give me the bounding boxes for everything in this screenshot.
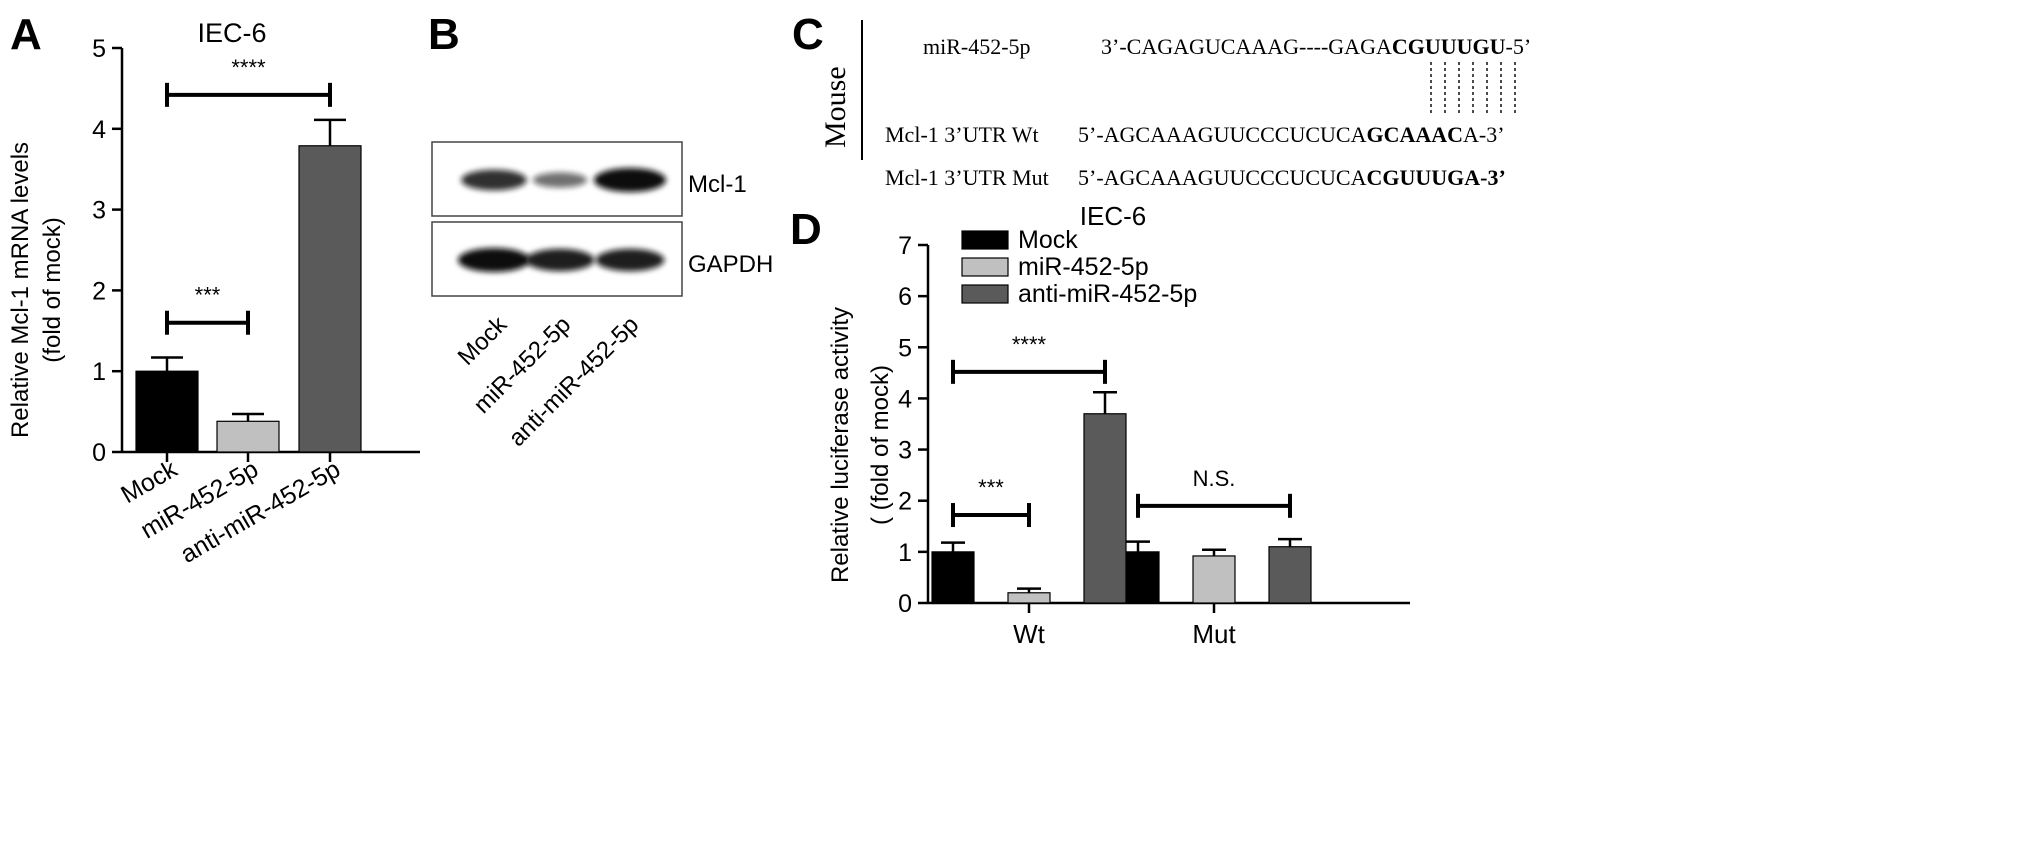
species-label: Mouse — [819, 66, 852, 148]
significance-bracket-label: *** — [195, 283, 221, 308]
legend-label: anti-miR-452-5p — [1018, 280, 1197, 308]
panel-d-bar-chart: IEC-6 Relative luciferase activity ( (fo… — [827, 205, 1410, 649]
blot-band — [458, 248, 530, 272]
seq-post: -5’ — [1505, 34, 1532, 59]
seq-pre: 5’-AGCAAAGUUCCCUCUCA — [1078, 122, 1367, 147]
seq-post: A-3’ — [1463, 122, 1505, 147]
alignment-row-mirna: miR-452-5p — [923, 34, 1031, 60]
y-tick-label: 0 — [898, 590, 912, 618]
blot-band — [532, 172, 588, 188]
species-divider — [861, 20, 863, 160]
significance-bracket-label: N.S. — [1193, 466, 1236, 491]
bar — [1083, 413, 1127, 604]
western-blot-image: Mcl-1 GAPDH Mock miR-452-5p anti-miR-452… — [431, 141, 773, 452]
legend-label: Mock — [1018, 226, 1078, 254]
panel-letter-d: D — [790, 205, 822, 254]
bar — [1007, 592, 1051, 604]
bar — [1192, 555, 1236, 604]
panel-letter-b: B — [428, 10, 460, 59]
y-tick-label: 1 — [898, 539, 912, 567]
panel-d-ylabel-line1: Relative luciferase activity — [827, 307, 854, 583]
legend-swatch — [961, 230, 1009, 250]
significance-bracket-label: **** — [1012, 332, 1047, 357]
alignment-seq-wt: 5’-AGCAAAGUUCCCUCUCAGCAAACA-3’ — [1078, 122, 1505, 148]
pairing-lines — [1430, 62, 1516, 116]
y-tick-label: 5 — [898, 334, 912, 362]
blot-lane-label-mock: Mock — [453, 310, 513, 370]
seed-bold: CGUUUGA-3’ — [1366, 165, 1506, 190]
blot-label-mcl1: Mcl-1 — [688, 171, 747, 198]
row-label: Mcl-1 3’UTR Mut — [885, 165, 1049, 190]
row-label: Mcl-1 3’UTR Wt — [885, 122, 1039, 147]
y-tick-label: 6 — [898, 283, 912, 311]
bar — [298, 145, 362, 453]
alignment-seq-mirna: 3’-CAGAGUCAAAG----GAGACGUUUGU-5’ — [1101, 34, 1531, 60]
alignment-seq-mut: 5’-AGCAAAGUUCCCUCUCACGUUUGA-3’ — [1078, 165, 1506, 191]
panel-a-ylabel-line1: Relative Mcl-1 mRNA levels — [7, 142, 34, 438]
seq-pre: 3’-CAGAGUCAAAG----GAGA — [1101, 34, 1392, 59]
y-tick-label: 1 — [92, 358, 106, 386]
alignment-row-wt: Mcl-1 3’UTR Wt — [885, 122, 1039, 148]
blot-band — [595, 248, 665, 272]
blot-label-gapdh: GAPDH — [688, 251, 773, 278]
legend-label: miR-452-5p — [1018, 253, 1149, 281]
y-tick-label: 7 — [898, 232, 912, 260]
panel-d-ylabel-line2: ( (fold of mock) — [867, 365, 894, 525]
alignment-row-mut: Mcl-1 3’UTR Mut — [885, 165, 1049, 191]
y-tick-label: 3 — [92, 197, 106, 225]
y-tick-label: 2 — [92, 277, 106, 305]
x-tick-label: Mut — [1192, 619, 1236, 649]
sequence-alignment-panel: Mouse miR-452-5p 3’-CAGAGUCAAAG----GAGAC… — [795, 20, 2031, 190]
blot-band — [525, 248, 595, 272]
bar — [135, 370, 199, 453]
seed-bold: CGUUUGU — [1391, 34, 1506, 59]
y-tick-label: 4 — [898, 385, 912, 413]
panel-d-title: IEC-6 — [1080, 205, 1146, 231]
y-tick-label: 4 — [92, 116, 106, 144]
row-label: miR-452-5p — [923, 34, 1031, 59]
legend-swatch — [961, 284, 1009, 304]
bar — [1268, 546, 1312, 604]
panel-letter-c: C — [792, 10, 824, 59]
western-blot-panel: Mcl-1 GAPDH Mock miR-452-5p anti-miR-452… — [430, 140, 790, 470]
seq-pre: 5’-AGCAAAGUUCCCUCUCA — [1078, 165, 1367, 190]
x-tick-label: Wt — [1013, 619, 1046, 649]
y-tick-label: 0 — [92, 439, 106, 467]
y-tick-label: 3 — [898, 437, 912, 465]
bar — [931, 551, 975, 604]
bar — [216, 420, 280, 453]
significance-bracket-label: **** — [231, 55, 266, 80]
panel-a-bar-chart: IEC-6 Relative Mcl-1 mRNA levels (fold o… — [7, 20, 420, 569]
legend-swatch — [961, 257, 1009, 277]
seed-bold: GCAAAC — [1366, 122, 1464, 147]
blot-band — [461, 169, 527, 191]
blot-band — [594, 168, 666, 192]
y-tick-label: 5 — [92, 35, 106, 63]
panel-a-title: IEC-6 — [197, 20, 266, 48]
y-tick-label: 2 — [898, 488, 912, 516]
significance-bracket-label: *** — [978, 475, 1004, 500]
panel-letter-a: A — [10, 10, 42, 59]
panel-a-ylabel-line2: (fold of mock) — [39, 217, 66, 362]
